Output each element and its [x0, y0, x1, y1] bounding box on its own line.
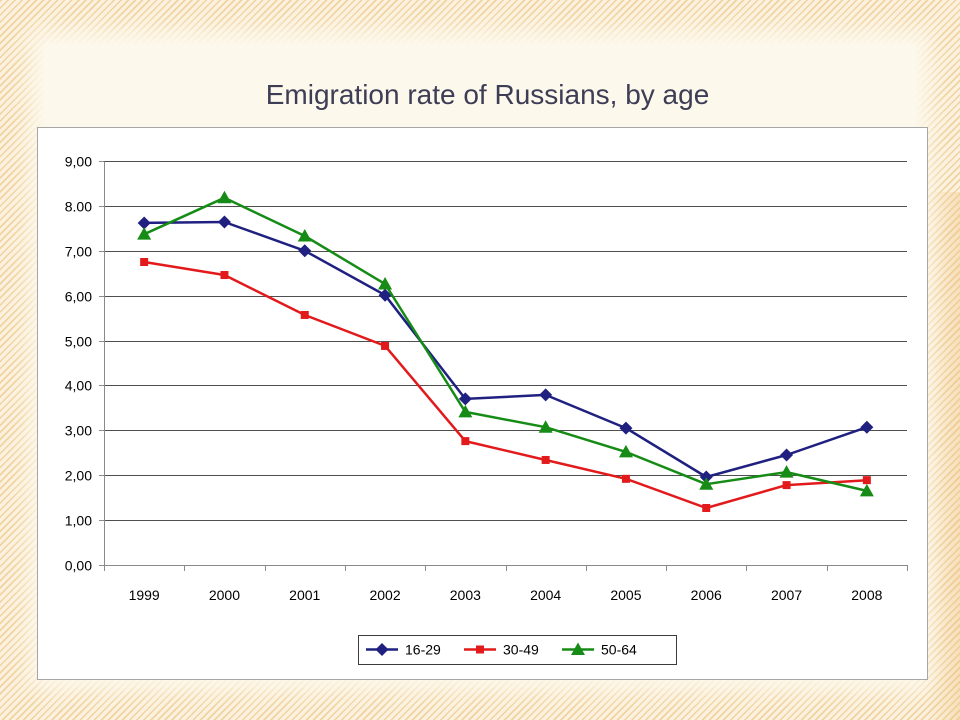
line-chart: 0,00 1,00 2,00 3,00 4,00 5,00 6,00 7,00 8.00 9,00… [65, 154, 908, 665]
data-point-30-49-2003 [461, 437, 470, 446]
data-point-30-49-2008 [862, 476, 871, 485]
series-line-16-29 [142, 220, 869, 479]
series-50-64 [137, 190, 874, 497]
data-point-50-64-2001 [297, 228, 312, 242]
y-tick-label: 4,00 [65, 378, 92, 394]
data-point-16-29-2003 [458, 392, 472, 406]
x-tick-label: 1999 [129, 587, 160, 603]
data-point-50-64-2007 [779, 465, 794, 478]
slide-title: Emigration rate of Russians, by age [265, 79, 710, 110]
legend-label: 16-29 [405, 642, 441, 658]
data-point-30-49-2007 [782, 481, 791, 490]
x-tick-label: 2008 [851, 587, 882, 603]
data-point-30-49-2002 [381, 341, 390, 350]
legend-marker-diamond [375, 643, 389, 656]
data-point-16-29-2004 [539, 388, 553, 402]
legend-marker-square [476, 645, 484, 654]
series-line-30-49 [142, 260, 869, 510]
data-point-16-29-2006 [699, 470, 713, 484]
chart-area: 0,00 1,00 2,00 3,00 4,00 5,00 6,00 7,00 8.00 9,00… [37, 127, 928, 680]
x-axis: 1999 2000 2001 2002 2003 2004 2005 2006 2007 2008 [104, 565, 908, 603]
data-point-50-64-2004 [538, 420, 553, 433]
data-point-50-64-2008 [859, 483, 874, 497]
data-point-16-29-2000 [217, 215, 231, 229]
y-tick-label: 7,00 [65, 244, 92, 260]
y-tick-label: 3,00 [65, 423, 92, 439]
data-point-30-49-2000 [220, 271, 229, 280]
data-point-50-64-1999 [137, 227, 152, 240]
data-point-50-64-2005 [618, 444, 633, 458]
data-point-16-29-2005 [619, 421, 633, 435]
x-tick-label: 2004 [530, 587, 561, 603]
series-30-49 [140, 258, 871, 512]
legend-marker-triangle [571, 642, 585, 655]
data-point-50-64-2002 [378, 276, 393, 290]
legend-entry-30-49: 30-49 [464, 642, 539, 658]
data-point-30-49-2001 [300, 310, 309, 319]
x-tick-label: 2003 [450, 587, 481, 603]
y-tick-label: 5,00 [65, 334, 92, 350]
data-point-16-29-2007 [780, 448, 794, 462]
legend-label: 50-64 [601, 642, 637, 658]
data-point-50-64-2003 [458, 404, 473, 418]
legend: 16-29 30-49 50-64 [358, 635, 677, 665]
y-tick-label: 8.00 [65, 199, 92, 215]
legend-entry-16-29: 16-29 [366, 642, 441, 658]
legend-entry-50-64: 50-64 [562, 642, 637, 658]
data-point-30-49-2006 [702, 503, 711, 512]
legend-box [358, 635, 677, 665]
x-tick-label: 2007 [771, 587, 802, 603]
data-point-30-49-2004 [541, 455, 550, 464]
data-point-16-29-2008 [860, 420, 874, 434]
data-point-30-49-1999 [140, 258, 149, 266]
legend-label: 30-49 [503, 642, 539, 658]
y-tick-label: 6,00 [65, 289, 92, 305]
y-axis: 0,00 1,00 2,00 3,00 4,00 5,00 6,00 7,00 8.00 9,00 [65, 154, 907, 574]
x-tick-label: 2006 [691, 587, 722, 603]
y-tick-label: 1,00 [65, 513, 92, 529]
x-tick-label: 2005 [610, 587, 641, 603]
x-tick-label: 2002 [369, 587, 400, 603]
data-point-16-29-2001 [298, 244, 312, 258]
series-line-50-64 [142, 196, 869, 493]
y-tick-label: 9,00 [65, 154, 92, 170]
data-point-50-64-2000 [217, 190, 232, 204]
data-point-16-29-1999 [137, 216, 151, 230]
data-point-50-64-2006 [699, 477, 714, 490]
x-tick-label: 2000 [209, 587, 240, 603]
series-16-29 [137, 215, 874, 484]
x-tick-label: 2001 [289, 587, 320, 603]
data-point-30-49-2005 [621, 474, 630, 483]
decorative-edge-band [926, 192, 960, 720]
y-tick-label: 0,00 [65, 558, 92, 574]
data-point-16-29-2002 [378, 288, 392, 302]
y-tick-label: 2,00 [65, 468, 92, 484]
